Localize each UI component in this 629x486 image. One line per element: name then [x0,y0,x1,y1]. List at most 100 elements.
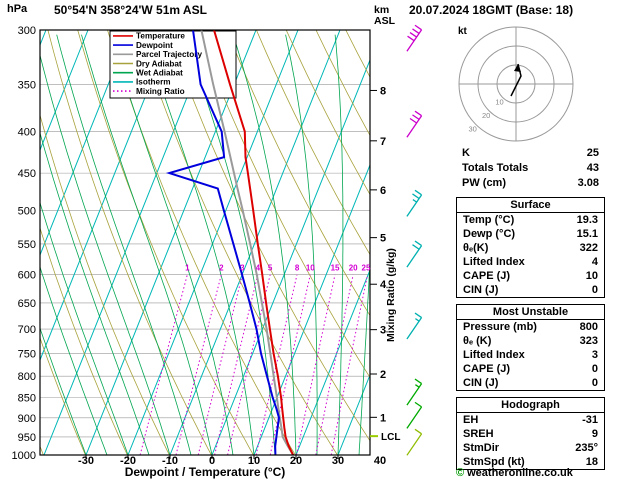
wind-barb [406,110,423,138]
svg-text:1000: 1000 [12,450,36,462]
svg-text:500: 500 [18,205,36,217]
svg-text:650: 650 [18,298,36,310]
stat-value: 0 [591,284,598,296]
svg-text:5: 5 [268,264,273,273]
stat-label: StmDir [463,442,500,454]
lcl-label: LCL [381,432,400,443]
svg-text:950: 950 [18,432,36,444]
pressure-tick-labels: 300 350 400 450 500 550 600 650 700 750 800 850 900 9… [12,25,36,462]
station-title: 50°54'N 358°24'W 51m ASL [54,3,207,17]
svg-text:25: 25 [362,264,371,273]
stat-row: StmSpd (kt) 18 [457,455,604,469]
ring-speed-label: 30 [469,124,477,133]
svg-text:6: 6 [380,185,386,197]
stat-label: Totals Totals [462,162,529,174]
valid-time-title: 20.07.2024 18GMT (Base: 18) [409,3,574,17]
stat-value: 4 [591,256,598,268]
stat-row: θₑ (K) 323 [457,334,604,348]
stat-label: CAPE (J) [463,363,511,375]
svg-text:600: 600 [18,270,36,282]
svg-text:3: 3 [380,325,386,337]
stat-row: StmDir 235° [457,441,604,455]
section-title: Most Unstable [457,305,604,320]
stat-row: Lifted Index 4 [457,255,604,269]
most-unstable-section: Most Unstable Pressure (mb) 800 θₑ (K) 323… [456,304,605,391]
svg-text:8: 8 [380,85,386,97]
svg-text:-20: -20 [120,455,136,467]
stat-value: 3.08 [577,177,599,189]
mixing-ratio-axis-label: Mixing Ratio (g/kg) [385,248,397,342]
stat-value: 235° [575,442,598,454]
stat-row: CIN (J) 0 [457,376,604,390]
stat-label: Temp (°C) [463,214,515,226]
svg-text:750: 750 [18,348,36,360]
stat-value: 25 [586,147,599,159]
wind-barb [406,312,423,340]
svg-text:8: 8 [295,264,300,273]
stat-label: CIN (J) [463,377,499,389]
wind-barbs [406,24,423,456]
stat-value: 9 [591,428,598,440]
stat-value: 10 [585,270,598,282]
dewpoint-curve [165,30,281,455]
stat-label: EH [463,414,479,426]
hodograph-section: Hodograph EH -31 SREH 9 StmDir 235° StmSpd … [456,397,605,470]
copyright-text: weatheronline.co.uk [467,467,573,479]
stat-label: Pressure (mb) [463,321,537,333]
parcel-curve [200,30,294,455]
svg-text:350: 350 [18,79,36,91]
section-title: Surface [457,198,604,213]
stat-value: 43 [586,162,599,174]
svg-text:850: 850 [18,393,36,405]
svg-text:10: 10 [306,264,315,273]
svg-text:20: 20 [349,264,358,273]
stat-row: CAPE (J) 0 [457,362,604,376]
stat-row: Pressure (mb) 800 [457,320,604,334]
temperature-curve [213,30,294,455]
wind-barb [406,24,423,52]
stat-value: 19.3 [576,214,598,226]
svg-text:7: 7 [380,136,386,148]
stat-value: 0 [591,377,598,389]
stat-row: EH -31 [457,413,604,427]
hodograph-ring [496,64,536,104]
stat-value: 800 [579,321,598,333]
stat-label: PW (cm) [462,177,506,189]
svg-text:Mixing Ratio: Mixing Ratio [136,87,185,96]
svg-text:5: 5 [380,233,386,245]
plot-frame [39,29,371,456]
svg-text:550: 550 [18,239,36,251]
surface-section: Surface Temp (°C) 19.3 Dewp (°C) 15.1 θₑ(K… [456,197,605,298]
svg-text:700: 700 [18,324,36,336]
stat-row: Dewp (°C) 15.1 [457,227,604,241]
svg-text:40: 40 [374,455,386,467]
svg-text:300: 300 [18,25,36,37]
svg-text:1: 1 [185,264,190,273]
svg-text:15: 15 [331,264,340,273]
altitude-axis-unit: ASL [374,15,396,27]
wind-barb [406,378,423,406]
temperature-tick-labels: -30 -20 -10 0 10 20 30 40 [78,455,386,467]
svg-text:3: 3 [240,264,245,273]
svg-text:0: 0 [209,455,215,467]
background-lines [40,30,370,455]
sounding-curves [165,30,294,455]
stat-label: θₑ(K) [463,242,489,254]
wind-barb [406,401,423,429]
stat-label: K [462,147,470,159]
stat-label: CIN (J) [463,284,499,296]
svg-text:1: 1 [380,412,386,424]
hodograph-trace-arrowhead [514,64,521,72]
stat-label: Lifted Index [463,349,525,361]
svg-text:Temperature: Temperature [136,32,185,41]
stat-value: -31 [582,414,598,426]
wind-barb [406,240,423,268]
stat-value: 18 [585,456,598,468]
svg-text:Dry Adiabat: Dry Adiabat [136,59,182,68]
stat-row: SREH 9 [457,427,604,441]
stat-value: 323 [579,335,598,347]
